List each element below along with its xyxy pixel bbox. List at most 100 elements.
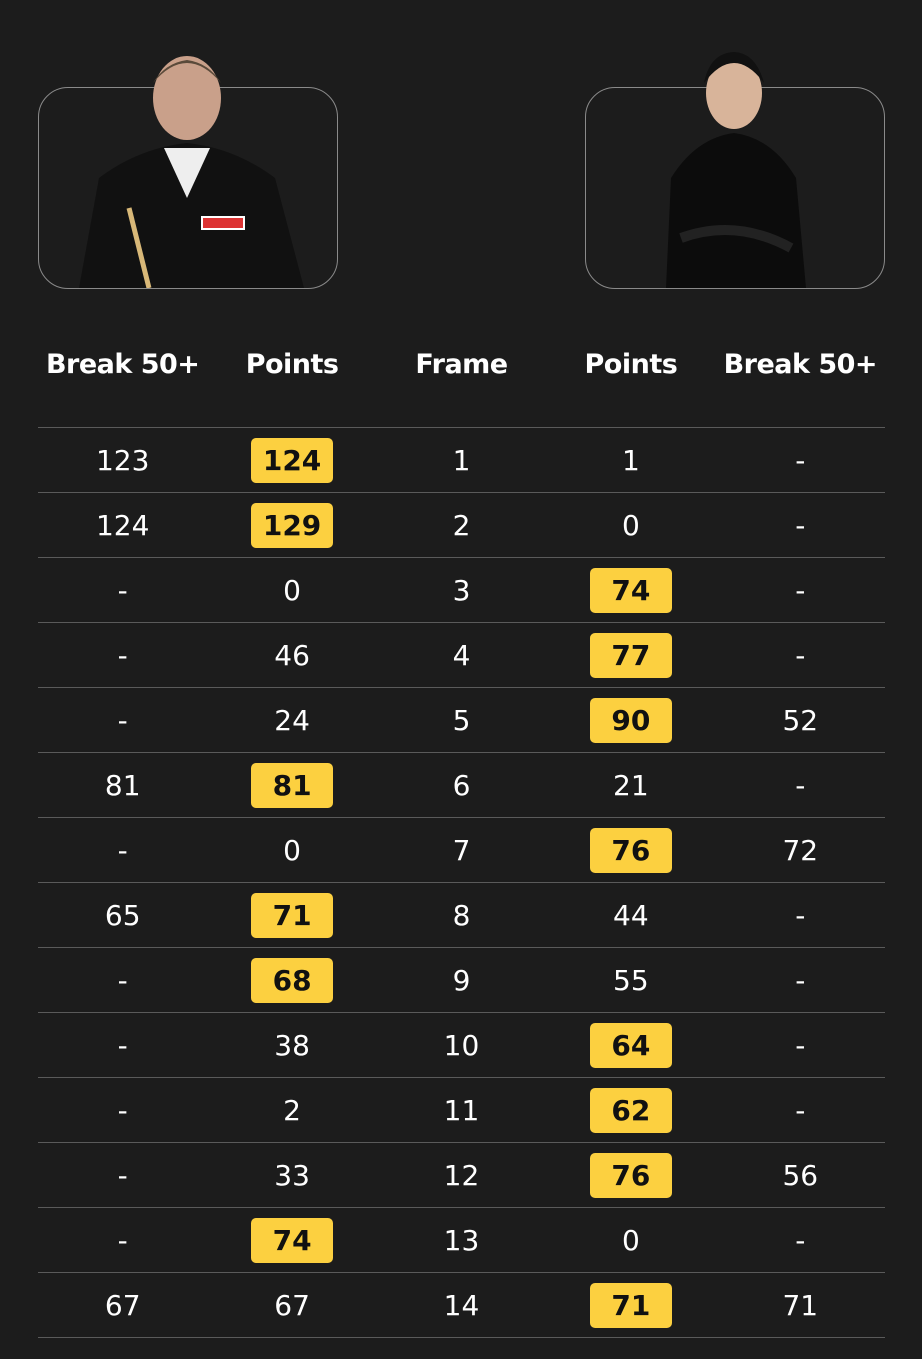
frame-cell: 11	[376, 1077, 547, 1143]
winning-points-badge: 71	[251, 892, 334, 938]
table-row: 123 124 1 1 -	[38, 427, 885, 493]
left-break-cell: 123	[38, 427, 208, 493]
left-points-cell: 2	[207, 1077, 377, 1143]
left-points-cell-value: 0	[283, 833, 301, 867]
left-break-cell: 124	[38, 492, 208, 558]
frame-cell-value: 9	[452, 963, 471, 997]
left-break-cell: -	[38, 1207, 208, 1273]
left-break-cell: -	[38, 687, 208, 753]
frame-cell-value: 4	[452, 638, 471, 672]
right-break-cell-value: -	[795, 963, 806, 997]
left-points-cell-value: 24	[274, 703, 310, 737]
frame-cell: 2	[376, 492, 547, 558]
frame-cell-value: 13	[443, 1223, 480, 1257]
frame-cell-value: 2	[452, 508, 471, 542]
left-break-cell: -	[38, 1142, 208, 1208]
frame-cell: 6	[376, 752, 547, 818]
left-break-cell-value: 123	[95, 443, 150, 477]
frame-cell-value: 6	[452, 768, 471, 802]
frame-cell: 4	[376, 622, 547, 688]
header-right-points: Points	[584, 349, 678, 380]
right-points-cell: 64	[546, 1012, 716, 1078]
frame-cell: 9	[376, 947, 547, 1013]
left-points-cell: 0	[207, 557, 377, 623]
left-points-cell-value: 2	[283, 1093, 301, 1127]
right-points-cell: 0	[546, 492, 716, 558]
left-break-cell-value: 65	[104, 898, 141, 932]
right-break-cell-value: -	[795, 638, 806, 672]
frame-cell-value: 1	[452, 443, 471, 477]
left-points-cell: 124	[207, 427, 377, 493]
right-break-cell: -	[715, 752, 885, 818]
right-break-cell: 52	[715, 687, 885, 753]
left-points-cell: 38	[207, 1012, 377, 1078]
table-row: - 0 7 76 72	[38, 817, 885, 883]
right-break-cell-value: 52	[782, 703, 819, 737]
right-points-cell: 0	[546, 1207, 716, 1273]
frame-cell: 8	[376, 882, 547, 948]
left-break-cell-value: -	[117, 1158, 128, 1192]
frame-cell-value: 3	[452, 573, 471, 607]
left-points-cell: 71	[207, 882, 377, 948]
right-player-photo	[585, 52, 885, 289]
table-row: - 46 4 77 -	[38, 622, 885, 688]
frame-cell: 10	[376, 1012, 547, 1078]
left-break-cell-value: -	[117, 963, 128, 997]
frame-cell: 5	[376, 687, 547, 753]
left-points-cell: 24	[207, 687, 377, 753]
left-points-cell-value: 38	[274, 1028, 310, 1062]
right-points-cell: 77	[546, 622, 716, 688]
left-break-cell: -	[38, 622, 208, 688]
right-break-cell: -	[715, 1207, 885, 1273]
left-points-cell-value: 46	[274, 638, 310, 672]
frame-cell-value: 14	[443, 1288, 480, 1322]
table-row: - 24 5 90 52	[38, 687, 885, 753]
right-break-cell-value: 71	[782, 1288, 819, 1322]
winning-points-badge: 90	[589, 697, 672, 743]
right-points-cell-value: 0	[621, 1223, 640, 1257]
frame-cell-value: 10	[443, 1028, 480, 1062]
right-break-cell-value: -	[795, 573, 806, 607]
left-break-cell-value: -	[117, 1223, 128, 1257]
left-points-cell: 81	[207, 752, 377, 818]
right-points-cell: 74	[546, 557, 716, 623]
frame-cell-value: 5	[452, 703, 471, 737]
right-break-cell: 71	[715, 1272, 885, 1338]
frame-cell: 7	[376, 817, 547, 883]
left-points-cell: 0	[207, 817, 377, 883]
right-break-cell-value: -	[795, 898, 806, 932]
right-break-cell-value: -	[795, 443, 806, 477]
right-points-cell-value: 0	[621, 508, 640, 542]
table-row: - 68 9 55 -	[38, 947, 885, 1013]
left-points-cell: 67	[207, 1272, 377, 1338]
right-points-cell: 76	[546, 1142, 716, 1208]
right-break-cell-value: -	[795, 1028, 806, 1062]
frame-cell: 3	[376, 557, 547, 623]
left-points-cell: 46	[207, 622, 377, 688]
left-break-cell: 67	[38, 1272, 208, 1338]
winning-points-badge: 74	[589, 567, 672, 613]
right-break-cell: -	[715, 947, 885, 1013]
table-row: 65 71 8 44 -	[38, 882, 885, 948]
left-points-cell-value: 0	[283, 573, 301, 607]
right-break-cell: -	[715, 427, 885, 493]
right-break-cell: -	[715, 1012, 885, 1078]
player-silhouette-icon	[79, 56, 304, 288]
left-break-cell-value: -	[117, 1093, 128, 1127]
header-left-break: Break 50+	[45, 349, 200, 380]
right-break-cell: 56	[715, 1142, 885, 1208]
right-points-cell: 90	[546, 687, 716, 753]
winning-points-badge: 62	[589, 1087, 672, 1133]
right-points-cell: 44	[546, 882, 716, 948]
left-break-cell-value: 81	[104, 768, 141, 802]
winning-points-badge: 81	[251, 762, 334, 808]
frame-cell-value: 12	[443, 1158, 480, 1192]
table-row: - 38 10 64 -	[38, 1012, 885, 1078]
winning-points-badge: 76	[589, 827, 672, 873]
left-player-photo	[38, 56, 338, 289]
right-points-cell: 1	[546, 427, 716, 493]
right-break-cell: -	[715, 622, 885, 688]
winning-points-badge: 64	[589, 1022, 672, 1068]
table-row: - 74 13 0 -	[38, 1207, 885, 1273]
left-break-cell-value: -	[117, 1028, 128, 1062]
